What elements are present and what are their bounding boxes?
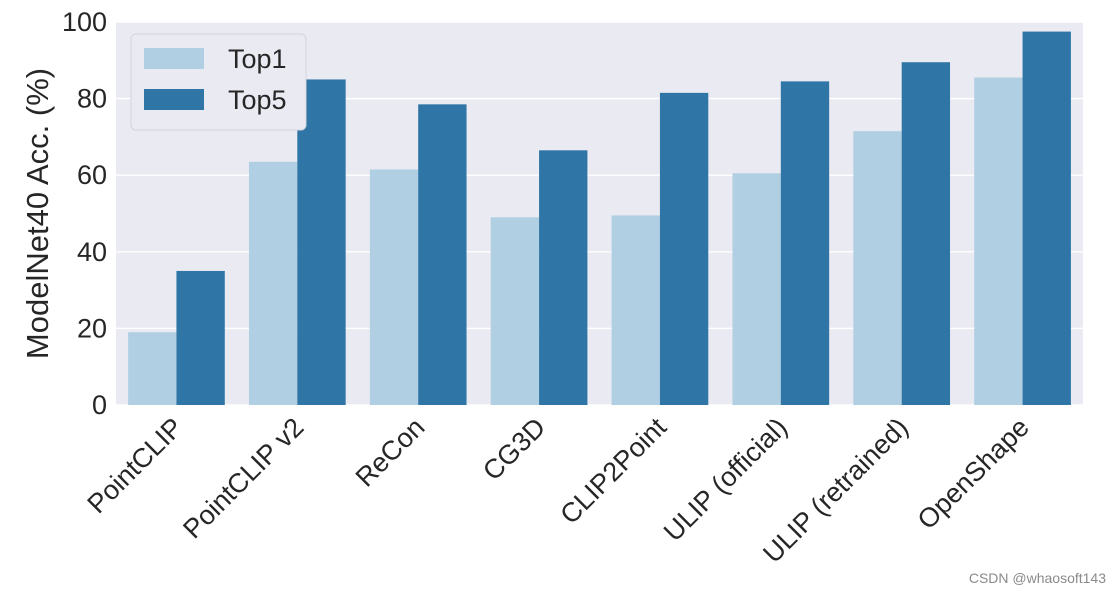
x-tick-label: OpenShape <box>912 412 1035 535</box>
bar-top5 <box>418 104 467 405</box>
legend-swatch-top5 <box>144 89 204 110</box>
legend: Top1 Top5 <box>130 33 307 131</box>
bar-top1 <box>490 217 540 405</box>
bar-top1 <box>974 77 1023 405</box>
y-axis-ticks: 0 20 40 60 80 100 <box>62 7 107 420</box>
bar-top5 <box>176 270 225 405</box>
y-tick-label: 20 <box>77 313 107 343</box>
legend-label-top1: Top1 <box>228 44 287 74</box>
x-tick-label: ReCon <box>350 412 431 493</box>
y-tick-label: 100 <box>62 7 107 37</box>
y-axis-label: ModelNet40 Acc. (%) <box>20 68 55 359</box>
bar-top1 <box>611 215 660 405</box>
x-tick-label: CLIP2Point <box>554 412 672 530</box>
legend-swatch-top1 <box>144 48 204 69</box>
bar-top1 <box>369 169 419 405</box>
y-tick-label: 80 <box>77 84 107 114</box>
bar-top1 <box>128 332 177 405</box>
y-tick-label: 40 <box>77 237 107 267</box>
x-tick-label: ULIP (official) <box>658 412 793 547</box>
x-tick-label: PointCLIP <box>81 412 188 519</box>
bar-top5 <box>780 81 830 406</box>
y-tick-label: 60 <box>77 160 107 190</box>
legend-label-top5: Top5 <box>228 85 287 115</box>
bar-top1 <box>853 131 902 405</box>
x-tick-label: PointCLIP v2 <box>177 412 309 544</box>
x-tick-label: CG3D <box>477 412 551 486</box>
bar-top5 <box>659 92 709 405</box>
bar-top1 <box>248 161 298 405</box>
watermark: CSDN @whaosoft143 <box>968 570 1106 586</box>
bar-top1 <box>732 173 781 405</box>
bar-top5 <box>901 62 951 406</box>
bar-top5 <box>1022 31 1071 405</box>
bar-top5 <box>297 79 346 405</box>
y-tick-label: 0 <box>92 390 107 420</box>
bar-top5 <box>539 150 588 405</box>
bars <box>128 31 1071 406</box>
